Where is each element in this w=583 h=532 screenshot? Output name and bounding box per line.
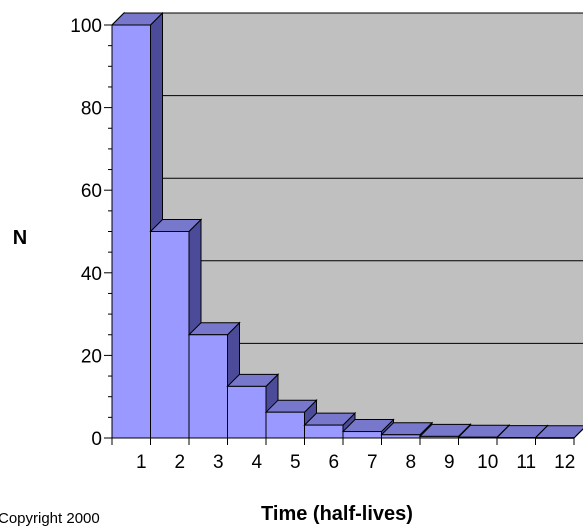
bar-front xyxy=(266,412,305,438)
bar-front xyxy=(228,386,267,438)
x-tick-label: 12 xyxy=(554,452,575,473)
x-tick-label: 8 xyxy=(405,452,416,473)
x-tick-label: 6 xyxy=(328,452,339,473)
x-tick-label: 2 xyxy=(174,452,185,473)
bar-front xyxy=(343,432,382,438)
bar-front xyxy=(189,335,228,438)
y-tick-label: 40 xyxy=(81,264,102,285)
x-tick-label: 3 xyxy=(213,452,224,473)
x-tick-label: 7 xyxy=(367,452,378,473)
y-tick-label: 0 xyxy=(91,429,102,450)
x-tick-label: 1 xyxy=(136,452,147,473)
x-tick-label: 5 xyxy=(290,452,301,473)
bar-front xyxy=(112,25,151,438)
y-tick-label: 60 xyxy=(81,181,102,202)
y-tick-labels: 0 20 40 60 80 100 xyxy=(70,16,102,450)
y-tick-label: 100 xyxy=(70,16,102,37)
y-tick-label: 20 xyxy=(81,346,102,367)
x-axis-title: Time (half-lives) xyxy=(261,503,413,525)
y-tick-label: 80 xyxy=(81,99,102,120)
bar-front xyxy=(305,425,344,438)
x-tick-label: 9 xyxy=(444,452,455,473)
copyright-text: Copyright 2000 xyxy=(0,510,100,527)
x-tick-label: 10 xyxy=(477,452,498,473)
y-axis-title: N xyxy=(13,227,27,249)
x-tick-label: 11 xyxy=(516,452,536,473)
x-tick-label: 4 xyxy=(251,452,262,473)
bar-front xyxy=(151,232,190,439)
